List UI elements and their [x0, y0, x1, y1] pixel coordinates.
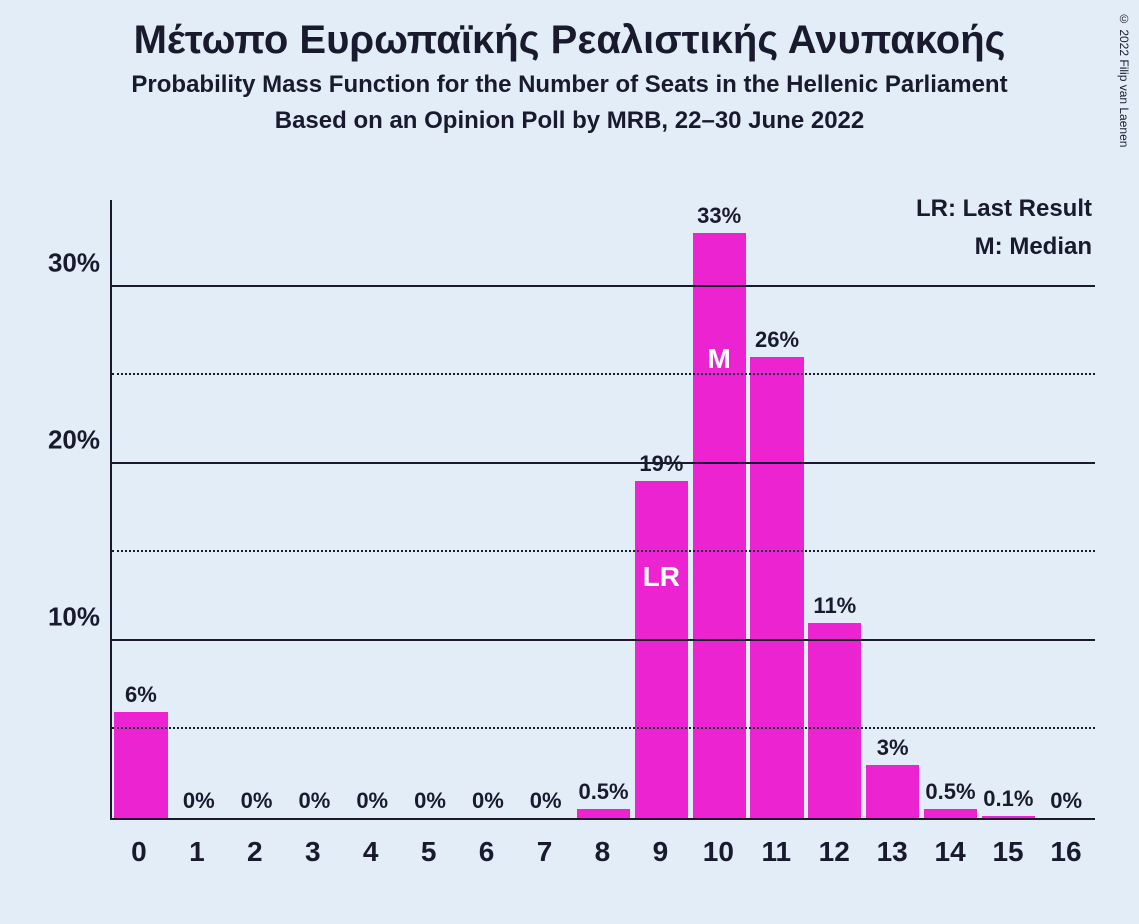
- bar-slot: 33% M: [690, 200, 748, 818]
- x-tick-label: 15: [979, 822, 1037, 882]
- y-tick-label: 10%: [30, 601, 100, 684]
- chart-container: LR: Last Result M: Median 6%0%0%0%0%0%0%…: [30, 190, 1110, 890]
- y-tick-label: 20%: [30, 424, 100, 507]
- bar: 0.5%: [924, 809, 977, 818]
- gridline: [112, 727, 1095, 729]
- title-subtitle-2: Based on an Opinion Poll by MRB, 22–30 J…: [0, 107, 1139, 135]
- bar: 0.1%: [982, 816, 1035, 818]
- bar: 19%LR: [635, 481, 688, 818]
- x-tick-label: 1: [168, 822, 226, 882]
- x-tick-label: 5: [400, 822, 458, 882]
- bar-slot: 0.5%: [922, 200, 980, 818]
- bar: 26%: [750, 357, 803, 818]
- x-tick-label: 10: [689, 822, 747, 882]
- bar-value-label: 11%: [813, 593, 856, 619]
- gridline: [112, 285, 1095, 287]
- title-subtitle-1: Probability Mass Function for the Number…: [0, 71, 1139, 99]
- bar: 11%: [808, 623, 861, 818]
- bar-value-label: 0.1%: [983, 786, 1033, 812]
- bar-slot: 6%: [112, 200, 170, 818]
- x-tick-label: 2: [226, 822, 284, 882]
- bar: 0.5%: [577, 809, 630, 818]
- bar: 33%M: [693, 233, 746, 818]
- x-tick-label: 16: [1037, 822, 1095, 882]
- bar-value-label: 3%: [877, 735, 909, 761]
- bar-value-label: 0%: [1050, 788, 1082, 814]
- x-tick-label: 13: [863, 822, 921, 882]
- bar-value-label: 0.5%: [578, 779, 628, 805]
- copyright-text: © 2022 Filip van Laenen: [1117, 12, 1131, 147]
- x-tick-label: 3: [284, 822, 342, 882]
- bar-slot: 0%: [170, 200, 228, 818]
- x-tick-label: 7: [516, 822, 574, 882]
- bar-value-label: 33%: [697, 203, 741, 229]
- bar-slot: 0%: [459, 200, 517, 818]
- x-tick-label: 12: [805, 822, 863, 882]
- bar-value-label: 0%: [472, 788, 504, 814]
- x-tick-label: 0: [110, 822, 168, 882]
- bar-marker: M: [693, 343, 746, 375]
- gridline: [112, 550, 1095, 552]
- bar-value-label: 26%: [755, 327, 799, 353]
- x-tick-label: 6: [458, 822, 516, 882]
- bar-value-label: 19%: [639, 451, 683, 477]
- x-tick-label: 9: [631, 822, 689, 882]
- bar-slot: 3%: [864, 200, 922, 818]
- x-axis: 012345678910111213141516: [110, 822, 1095, 882]
- x-tick-label: 11: [747, 822, 805, 882]
- gridline: [112, 462, 1095, 464]
- plot-area: 6%0%0%0%0%0%0%0%0.5%19%LR33%M26%11%3%0.5…: [110, 200, 1095, 820]
- page-root: © 2022 Filip van Laenen Μέτωπο Ευρωπαϊκή…: [0, 0, 1139, 924]
- bar-value-label: 0.5%: [925, 779, 975, 805]
- bar-value-label: 0%: [241, 788, 273, 814]
- bar-value-label: 0%: [530, 788, 562, 814]
- bar-value-label: 0%: [414, 788, 446, 814]
- bar-value-label: 0%: [183, 788, 215, 814]
- bar-marker: LR: [635, 561, 688, 593]
- bar-slot: 0.1%: [979, 200, 1037, 818]
- bar-slot: 11%: [806, 200, 864, 818]
- x-tick-label: 4: [342, 822, 400, 882]
- x-tick-label: 8: [574, 822, 632, 882]
- bar: 3%: [866, 765, 919, 818]
- title-main: Μέτωπο Ευρωπαϊκής Ρεαλιστικής Ανυπακοής: [0, 18, 1139, 63]
- bar-slot: 0%: [401, 200, 459, 818]
- bar-slot: 0%: [1037, 200, 1095, 818]
- bar-slot: 19% LR: [632, 200, 690, 818]
- gridline: [112, 373, 1095, 375]
- bar-slot: 26%: [748, 200, 806, 818]
- bars-group: 6%0%0%0%0%0%0%0%0.5%19%LR33%M26%11%3%0.5…: [112, 200, 1095, 818]
- bar-slot: 0%: [343, 200, 401, 818]
- gridline: [112, 639, 1095, 641]
- bar-value-label: 6%: [125, 682, 157, 708]
- bar-slot: 0%: [228, 200, 286, 818]
- titles-block: Μέτωπο Ευρωπαϊκής Ρεαλιστικής Ανυπακοής …: [0, 0, 1139, 135]
- bar-slot: 0%: [285, 200, 343, 818]
- bar-slot: 0%: [517, 200, 575, 818]
- y-tick-label: 30%: [30, 247, 100, 330]
- bar-slot: 0.5%: [575, 200, 633, 818]
- bar-value-label: 0%: [356, 788, 388, 814]
- bar-value-label: 0%: [298, 788, 330, 814]
- x-tick-label: 14: [921, 822, 979, 882]
